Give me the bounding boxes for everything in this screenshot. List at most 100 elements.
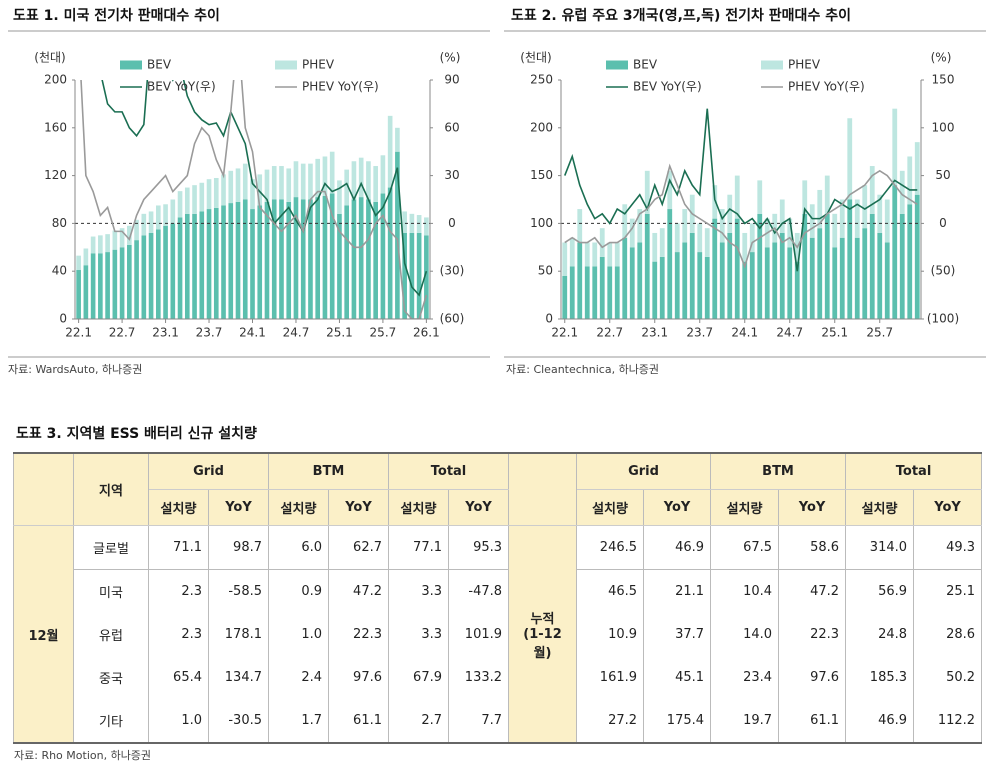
bar (228, 203, 234, 319)
sub-header: 설치량 (268, 489, 329, 526)
x-tick-label: 26.1 (413, 326, 440, 340)
value-cell: 1.0 (268, 613, 329, 656)
legend-swatch (120, 60, 142, 70)
bar (794, 261, 800, 319)
value-cell: 246.5 (576, 525, 645, 570)
bar (854, 237, 860, 319)
bar (622, 237, 628, 319)
bar (293, 197, 299, 319)
value-cell: 0.9 (268, 569, 329, 613)
group-header: BTM (710, 453, 847, 490)
bar (892, 185, 898, 319)
bar (809, 237, 815, 319)
bar (734, 218, 740, 319)
bar (832, 247, 838, 319)
value-cell: 134.7 (208, 656, 269, 699)
bar (674, 252, 680, 319)
value-cell: 27.2 (576, 699, 645, 743)
bar (899, 170, 905, 214)
bar (592, 242, 598, 267)
table-row: 유럽 2.3 178.1 1.0 22.3 3.3 101.9 10.9 37.7 14.0 22.… (14, 613, 983, 656)
bar (134, 240, 139, 319)
value-cell: 56.9 (845, 569, 915, 613)
value-cell: 67.9 (388, 656, 449, 699)
sub-header: YoY (328, 489, 389, 526)
region-cell: 기타 (73, 699, 149, 743)
x-tick-label: 24.1 (731, 326, 758, 340)
bar (127, 244, 132, 319)
y2-tick-label: 0 (448, 216, 456, 230)
value-cell: 133.2 (447, 656, 510, 699)
bar (712, 185, 718, 219)
bar (787, 218, 793, 248)
table-row: 미국 2.3 -58.5 0.9 47.2 3.3 -47.8 46.5 21.1 10.4 47.… (14, 569, 983, 613)
value-cell: 28.6 (913, 613, 983, 656)
sub-header: YoY (208, 489, 269, 526)
y-axis-label: (천대) (520, 50, 551, 65)
bar (817, 228, 823, 319)
bar (119, 228, 125, 248)
bar (914, 142, 920, 195)
y2-tick-label: (30) (440, 264, 465, 278)
bar (380, 155, 386, 194)
value-cell: 3.3 (388, 613, 449, 656)
bar (682, 242, 688, 319)
x-tick-label: 23.1 (152, 326, 179, 340)
bar (727, 194, 733, 233)
value-cell: 2.3 (148, 569, 209, 613)
y-tick-label: 0 (545, 312, 553, 326)
chart-title: 도표 2. 유럽 주요 3개국(영,프,독) 전기차 판매대수 추이 (511, 7, 851, 24)
bar (242, 199, 248, 319)
y-tick-label: 160 (44, 120, 67, 134)
bar (134, 219, 139, 241)
bar (300, 163, 306, 200)
value-cell: 3.3 (388, 569, 449, 613)
value-cell: 7.7 (447, 699, 510, 743)
table-title: 도표 3. 지역별 ESS 배터리 신규 설치량 (16, 426, 257, 442)
bar (787, 247, 793, 319)
value-cell: 97.6 (328, 656, 389, 699)
legend-swatch (761, 60, 783, 70)
group-header: Total (845, 453, 983, 490)
bar (877, 194, 883, 233)
x-tick-label: 23.7 (196, 326, 223, 340)
y2-tick-label: 60 (444, 120, 459, 134)
sub-header: 설치량 (576, 489, 645, 526)
bar (387, 115, 393, 188)
bar (213, 207, 219, 319)
value-cell: 10.4 (710, 569, 780, 613)
bar (577, 209, 583, 243)
bar (221, 205, 226, 319)
value-cell: 77.1 (388, 525, 449, 570)
bar (293, 161, 299, 198)
bar (847, 118, 853, 200)
x-tick-label: 25.1 (326, 326, 353, 340)
bar (809, 204, 815, 238)
bar (757, 180, 763, 214)
sub-header: 설치량 (148, 489, 209, 526)
ess-table: 지역 Grid BTM Total Grid BTM Total 설치량 YoY 설치량 YoY 설치… (13, 452, 983, 744)
bar (119, 247, 125, 319)
bar (192, 185, 197, 214)
bar (592, 266, 598, 319)
bar (184, 213, 190, 319)
y2-tick-label: 0 (939, 216, 947, 230)
bar (322, 156, 328, 196)
bar (637, 209, 643, 243)
bar (387, 187, 393, 319)
value-cell: 178.1 (208, 613, 269, 656)
bar (862, 228, 868, 319)
bar (235, 201, 241, 319)
legend-label: PHEV (302, 58, 335, 72)
value-cell: 58.6 (778, 525, 847, 570)
bar (577, 242, 583, 319)
bar (416, 232, 422, 319)
line (564, 108, 918, 272)
region-cell: 글로벌 (73, 525, 149, 570)
bar (832, 213, 838, 248)
value-cell: 22.3 (328, 613, 389, 656)
bar (637, 242, 643, 319)
value-cell: 185.3 (845, 656, 915, 699)
bar (213, 177, 219, 208)
